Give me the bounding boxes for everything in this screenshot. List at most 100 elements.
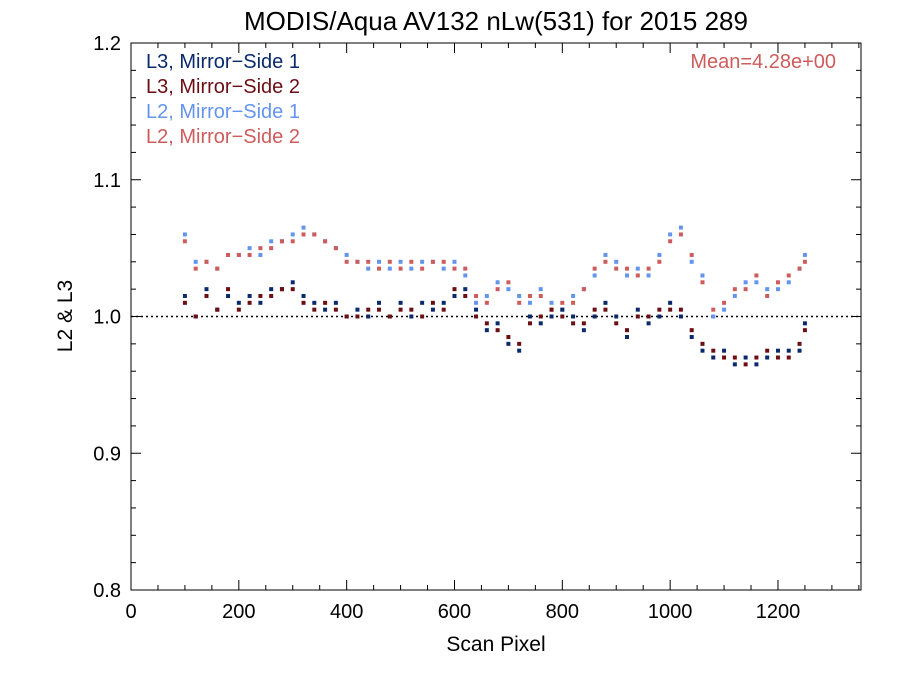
data-point bbox=[711, 355, 716, 360]
data-point bbox=[420, 259, 425, 264]
data-point bbox=[312, 232, 317, 237]
data-point bbox=[247, 300, 252, 305]
data-point bbox=[193, 266, 198, 271]
data-point bbox=[474, 300, 479, 305]
data-point bbox=[409, 266, 414, 271]
data-point bbox=[377, 259, 382, 264]
data-point bbox=[355, 307, 360, 312]
data-point bbox=[290, 239, 295, 244]
data-point bbox=[441, 266, 446, 271]
data-point bbox=[754, 280, 759, 285]
data-point bbox=[689, 335, 694, 340]
data-point bbox=[398, 300, 403, 305]
data-point bbox=[430, 259, 435, 264]
data-point bbox=[581, 328, 586, 333]
data-point bbox=[743, 355, 748, 360]
data-point bbox=[592, 266, 597, 271]
data-point bbox=[312, 300, 317, 305]
data-point bbox=[765, 348, 770, 353]
chart-title: MODIS/Aqua AV132 nLw(531) for 2015 289 bbox=[244, 6, 748, 36]
x-tick-label: 1200 bbox=[756, 601, 801, 623]
data-point bbox=[387, 259, 392, 264]
data-point bbox=[344, 252, 349, 257]
data-point bbox=[560, 314, 565, 319]
data-point bbox=[474, 314, 479, 319]
y-tick-label: 1.2 bbox=[93, 33, 121, 55]
data-point bbox=[722, 348, 727, 353]
data-point bbox=[527, 300, 532, 305]
data-point bbox=[506, 335, 511, 340]
axis-ticks: 0 200 400 600 800 1000 1200 0.8 0.9 1.0 1.1 1.2 bbox=[93, 33, 861, 623]
data-point bbox=[786, 355, 791, 360]
data-point bbox=[441, 259, 446, 264]
data-point bbox=[754, 355, 759, 360]
data-point bbox=[484, 321, 489, 326]
data-point bbox=[571, 300, 576, 305]
data-point bbox=[344, 314, 349, 319]
data-point bbox=[398, 259, 403, 264]
x-tick-label: 1000 bbox=[648, 601, 693, 623]
data-point bbox=[571, 293, 576, 298]
data-point bbox=[495, 287, 500, 292]
data-point bbox=[420, 300, 425, 305]
data-point bbox=[560, 307, 565, 312]
data-point bbox=[668, 300, 673, 305]
data-point bbox=[560, 300, 565, 305]
data-point bbox=[204, 293, 209, 298]
data-point bbox=[377, 300, 382, 305]
data-point bbox=[797, 341, 802, 346]
data-point bbox=[236, 300, 241, 305]
data-point bbox=[678, 314, 683, 319]
mean-annotation: Mean=4.28e+00 bbox=[690, 51, 836, 73]
data-point bbox=[592, 314, 597, 319]
data-point bbox=[517, 348, 522, 353]
data-point bbox=[430, 300, 435, 305]
data-point bbox=[538, 321, 543, 326]
data-point bbox=[377, 307, 382, 312]
data-point bbox=[635, 307, 640, 312]
data-point bbox=[802, 252, 807, 257]
data-point bbox=[614, 321, 619, 326]
data-point bbox=[484, 293, 489, 298]
data-point bbox=[614, 259, 619, 264]
data-point bbox=[193, 314, 198, 319]
data-point bbox=[678, 225, 683, 230]
data-point bbox=[646, 266, 651, 271]
data-point bbox=[700, 273, 705, 278]
data-point bbox=[646, 314, 651, 319]
data-point bbox=[581, 321, 586, 326]
legend-item: L3, Mirror−Side 1 bbox=[146, 51, 300, 73]
data-point bbox=[463, 266, 468, 271]
data-point bbox=[269, 287, 274, 292]
data-point bbox=[517, 341, 522, 346]
data-point bbox=[689, 328, 694, 333]
x-tick-label: 200 bbox=[222, 601, 255, 623]
data-point bbox=[549, 314, 554, 319]
data-point bbox=[732, 287, 737, 292]
data-point bbox=[387, 314, 392, 319]
data-point bbox=[732, 362, 737, 367]
data-point bbox=[258, 293, 263, 298]
data-point bbox=[775, 280, 780, 285]
data-point bbox=[802, 328, 807, 333]
data-point bbox=[668, 307, 673, 312]
data-point bbox=[549, 300, 554, 305]
y-tick-label: 1.1 bbox=[93, 170, 121, 192]
data-point bbox=[689, 259, 694, 264]
data-point bbox=[420, 266, 425, 271]
data-point bbox=[517, 300, 522, 305]
data-point bbox=[571, 321, 576, 326]
data-point bbox=[549, 307, 554, 312]
data-point bbox=[625, 273, 630, 278]
data-point bbox=[635, 266, 640, 271]
data-points bbox=[182, 225, 807, 367]
series-1 bbox=[182, 287, 807, 367]
data-point bbox=[722, 307, 727, 312]
data-point bbox=[463, 273, 468, 278]
data-point bbox=[668, 232, 673, 237]
series-3 bbox=[182, 232, 807, 312]
data-point bbox=[581, 287, 586, 292]
x-tick-label: 400 bbox=[330, 601, 363, 623]
data-point bbox=[377, 266, 382, 271]
data-point bbox=[236, 252, 241, 257]
